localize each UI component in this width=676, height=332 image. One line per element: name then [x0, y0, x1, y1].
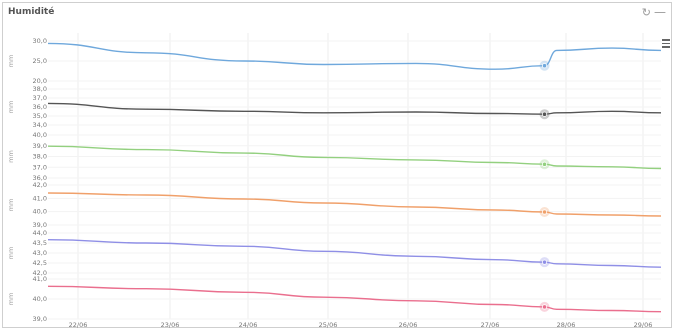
- highlight-point[interactable]: [541, 63, 548, 69]
- x-tick-label: 29/06: [634, 321, 653, 329]
- series-line-3: [47, 192, 662, 217]
- y-axis-label: mm: [7, 150, 15, 163]
- y-tick-label: 25,0: [33, 57, 47, 65]
- x-tick-label: 28/06: [557, 321, 576, 329]
- y-tick-label: 20,0: [33, 77, 47, 85]
- x-tick-label: 25/06: [319, 321, 338, 329]
- y-tick-label: 44,0: [33, 229, 47, 237]
- y-axis-label: mm: [7, 247, 15, 260]
- humidity-multi-chart: 30,025,020,0mm38,037,036,035,034,0mm40,0…: [7, 33, 662, 329]
- panel-header: Humidité ↻ —: [3, 3, 671, 27]
- y-tick-label: 35,0: [33, 112, 47, 120]
- y-tick-label: 37,0: [33, 94, 47, 102]
- y-tick-label: 41,0: [33, 275, 47, 283]
- y-tick-label: 30,0: [33, 37, 47, 45]
- x-tick-label: 22/06: [69, 321, 88, 329]
- series-line-0: [47, 42, 662, 70]
- x-tick-label: 23/06: [161, 321, 180, 329]
- highlight-point[interactable]: [541, 209, 548, 215]
- series-line-4: [47, 239, 662, 268]
- highlight-point[interactable]: [541, 304, 548, 310]
- hamburger-menu-icon[interactable]: [662, 39, 670, 48]
- y-tick-label: 34,0: [33, 121, 47, 129]
- x-tick-label: 26/06: [399, 321, 418, 329]
- y-tick-label: 40,0: [33, 208, 47, 216]
- chart-panel: Humidité ↻ — 30,0 25,0 20,0 mm 38,0 37,0 36,0 3…: [2, 2, 672, 329]
- y-tick-label: 39,0: [33, 221, 47, 229]
- series-line-5: [47, 285, 662, 313]
- x-tick-label: 24/06: [239, 321, 258, 329]
- y-tick-label: 39,0: [33, 142, 47, 150]
- refresh-icon[interactable]: ↻: [641, 6, 651, 19]
- x-tick-label: 27/06: [481, 321, 500, 329]
- minus-icon[interactable]: —: [654, 5, 666, 19]
- series-line-2: [47, 145, 662, 170]
- y-tick-label: 40,0: [33, 131, 47, 139]
- highlight-point[interactable]: [541, 161, 548, 167]
- y-tick-label: 43,5: [33, 239, 47, 247]
- y-axis-label: mm: [7, 199, 15, 212]
- y-axis-label: mm: [7, 293, 15, 306]
- y-axis-label: mm: [7, 101, 15, 114]
- series-line-1: [47, 102, 662, 115]
- y-tick-label: 41,0: [33, 194, 47, 202]
- y-tick-label: 42,0: [33, 269, 47, 277]
- y-axis-label: mm: [7, 55, 15, 68]
- y-tick-label: 43,0: [33, 249, 47, 257]
- y-tick-label: 38,0: [33, 85, 47, 93]
- highlight-point[interactable]: [541, 111, 548, 117]
- y-tick-label: 36,0: [33, 174, 47, 182]
- y-tick-label: 42,5: [33, 259, 47, 267]
- y-tick-label: 38,0: [33, 153, 47, 161]
- y-tick-label: 36,0: [33, 103, 47, 111]
- y-tick-label: 37,0: [33, 163, 47, 171]
- y-tick-label: 42,0: [33, 181, 47, 189]
- panel-title: Humidité: [8, 7, 55, 17]
- y-tick-label: 39,0: [33, 315, 47, 323]
- y-tick-label: 40,0: [33, 295, 47, 303]
- highlight-point[interactable]: [541, 259, 548, 265]
